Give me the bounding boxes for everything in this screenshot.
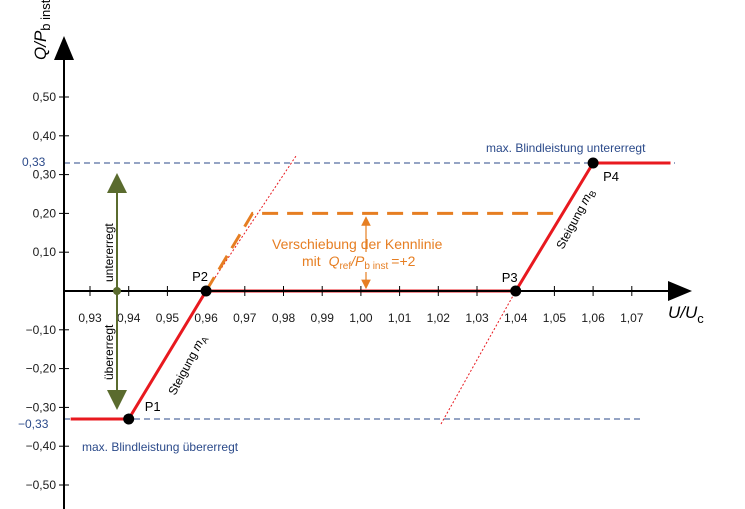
y-tick-label: −0,20 (26, 362, 57, 376)
helper-lines (205, 155, 517, 425)
x-tick-label: 1,00 (349, 311, 373, 325)
y-tick-label: −0,50 (26, 478, 57, 492)
untererregt-label: untererregt (102, 223, 116, 282)
x-tick-label: 1,05 (543, 311, 567, 325)
upper-ref-value: 0,33 (22, 155, 46, 169)
reference-lines (64, 162, 675, 420)
point-label-p2: P2 (192, 269, 208, 284)
x-tick-label: 1,03 (465, 311, 489, 325)
point-p3 (510, 285, 522, 297)
annotations (107, 173, 371, 410)
point-p2 (200, 285, 212, 297)
uebererregt-label: übererregt (102, 324, 116, 380)
point-label-p1: P1 (145, 399, 161, 414)
y-tick-label: 0,10 (33, 245, 57, 259)
x-tick-label: 0,98 (272, 311, 296, 325)
x-tick-label: 1,06 (581, 311, 605, 325)
point-label-p4: P4 (603, 169, 619, 184)
x-axis-title: U/Uc (668, 303, 704, 326)
x-tick-label: 0,94 (117, 311, 141, 325)
x-tick-label: 0,99 (311, 311, 335, 325)
x-tick-label: 0,96 (194, 311, 218, 325)
annotation-line1: Verschiebung der Kennlinie (272, 236, 443, 252)
y-tick-label: −0,30 (26, 400, 57, 414)
x-tick-label: 0,97 (233, 311, 257, 325)
points: P1 P2 P3 P4 (123, 157, 619, 425)
y-tick-label: 0,50 (33, 90, 57, 104)
y-tick-label: 0,40 (33, 129, 57, 143)
y-tick-label: 0,20 (33, 206, 57, 220)
x-tick-label: 0,95 (156, 311, 180, 325)
helper-line-right (440, 290, 517, 425)
y-tick-label: −0,10 (26, 323, 57, 337)
y-tick-label: −0,40 (26, 439, 57, 453)
x-tick-label: 0,93 (78, 311, 102, 325)
x-tick-label: 1,07 (620, 311, 644, 325)
annotation-line2: mit Qref/Pb inst =+2 (302, 253, 416, 272)
origin-marker (113, 287, 121, 295)
slope-label-a: SteigungmA (165, 332, 210, 398)
x-tick-label: 1,02 (427, 311, 451, 325)
point-p1 (123, 413, 135, 425)
shifted-line (204, 211, 555, 292)
helper-line-left (205, 155, 297, 292)
point-label-p3: P3 (502, 270, 518, 285)
point-p4 (587, 157, 599, 169)
x-tick-label: 1,04 (504, 311, 528, 325)
lower-ref-label: max. Blindleistung übererregt (82, 440, 239, 454)
lower-ref-value: −0,33 (18, 417, 49, 431)
y-axis-title: Q/Pb inst (31, 0, 53, 60)
axes (54, 36, 692, 509)
x-tick-label: 1,01 (388, 311, 412, 325)
shifted-characteristic (204, 211, 555, 292)
y-tick-label: 0,30 (33, 168, 57, 182)
upper-ref-label: max. Blindleistung untererregt (486, 141, 646, 155)
tick-labels: 0,93 0,94 0,95 0,96 0,97 0,98 0,99 1,00 1,01 1,02… (26, 90, 644, 492)
